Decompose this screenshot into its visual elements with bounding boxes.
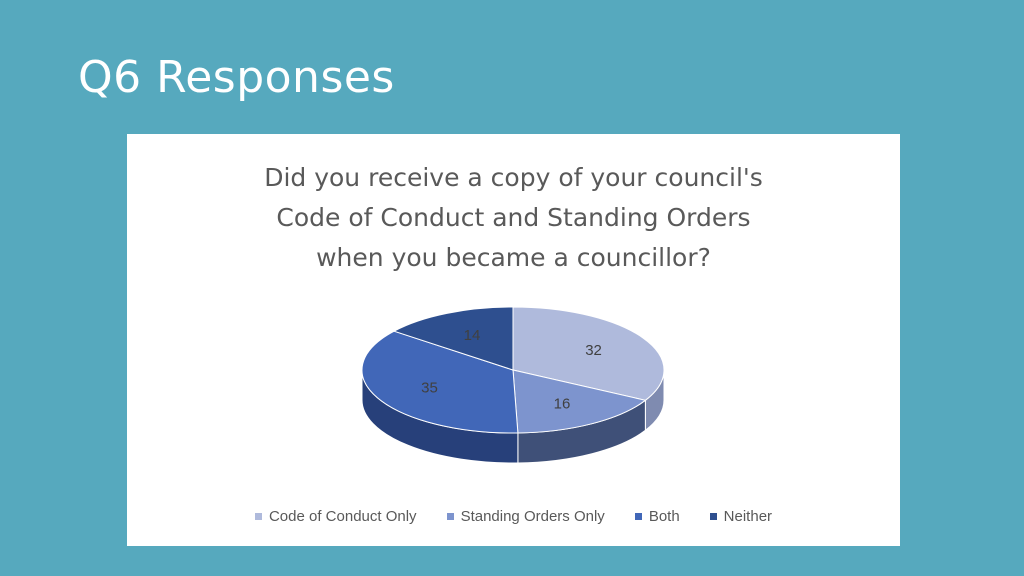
legend-item-neither: Neither [709,508,773,525]
chart-title: Did you receive a copy of your council's… [127,158,900,278]
slide-title: Q6 Responses [78,52,395,103]
legend-label: Code of Conduct Only [268,508,417,525]
pie-labels: 32 16 35 14 [421,327,602,412]
legend-swatch [634,513,642,520]
legend-swatch [446,513,454,520]
chart-title-line-2: Code of Conduct and Standing Orders [276,203,751,232]
pie-slice-both [361,330,519,434]
data-label-both: 35 [421,380,438,397]
pie-tops [361,306,665,434]
legend-label: Both [648,508,680,525]
chart-panel: Did you receive a copy of your council's… [127,134,900,546]
legend-item-code-of-conduct-only: Code of Conduct Only [254,508,417,525]
legend-swatch [709,513,717,520]
pie-slice-neither [392,306,514,371]
chart-title-line-1: Did you receive a copy of your council's [264,163,763,192]
data-label-standing-orders-only: 16 [554,395,571,412]
pie-slice-standing-orders-only [512,369,647,434]
data-label-neither: 14 [464,327,481,344]
chart-legend: Code of Conduct Only Standing Orders Onl… [127,508,900,525]
legend-label: Standing Orders Only [460,508,605,525]
legend-item-standing-orders-only: Standing Orders Only [446,508,605,525]
legend-swatch [254,513,262,520]
pie-chart: 32 16 35 14 [361,306,665,464]
legend-item-both: Both [634,508,680,525]
data-label-code-of-conduct-only: 32 [585,342,602,359]
pie-slice-code-of-conduct-only [512,306,665,401]
chart-title-line-3: when you became a councillor? [316,243,711,272]
legend-label: Neither [723,508,773,525]
